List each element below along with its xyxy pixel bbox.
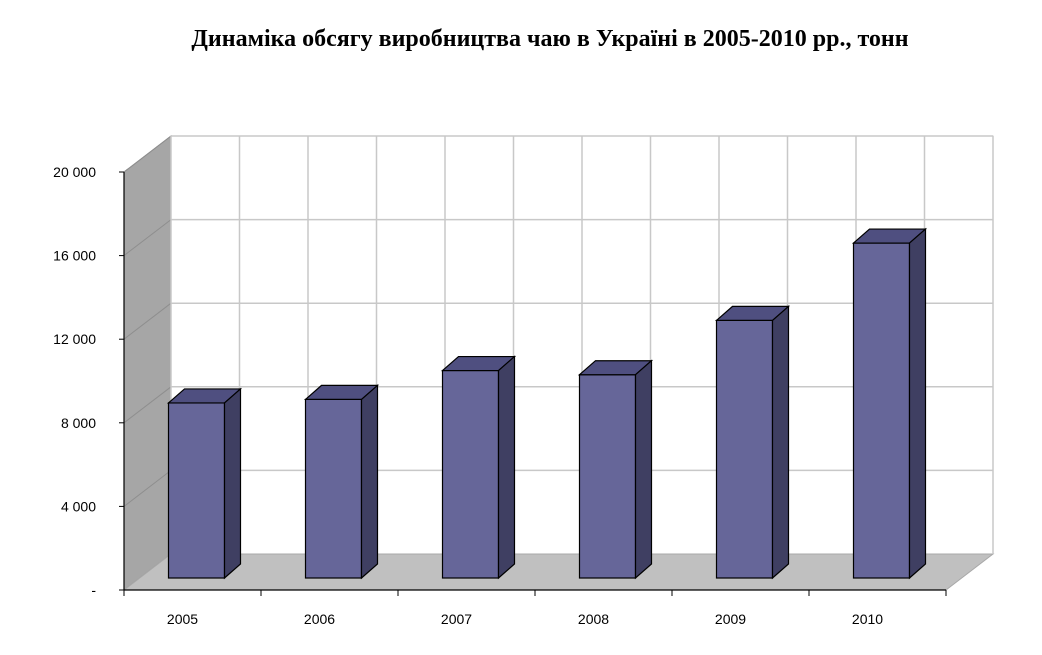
- bar-side: [634, 359, 653, 580]
- bar-2006: [303, 384, 380, 580]
- chart-bars: [166, 227, 928, 580]
- gridline-side: [123, 470, 172, 507]
- bar-front: [852, 242, 911, 579]
- y-tick-label: -: [91, 582, 96, 598]
- bar-front: [715, 319, 774, 579]
- x-tick-label: 2006: [304, 611, 335, 627]
- chart-tick-labels: - 4 000 8 000 12 000 16 000 20 000 2005 2006 200…: [53, 164, 883, 627]
- x-tick-label: 2009: [715, 611, 746, 627]
- bar-2007: [440, 355, 517, 580]
- side-wall: [123, 134, 172, 592]
- bar-side: [360, 384, 379, 580]
- y-tick-label: 12 000: [53, 331, 96, 347]
- gridline-side: [123, 219, 172, 256]
- bar-2009: [714, 305, 791, 580]
- chart-axes: [119, 171, 947, 596]
- bar-front: [441, 369, 500, 579]
- x-tick-label: 2007: [441, 611, 472, 627]
- gridline-side: [123, 135, 172, 173]
- bar-2010: [851, 227, 928, 580]
- y-tick-label: 16 000: [53, 248, 96, 264]
- bar-front: [578, 374, 637, 579]
- bar-2005: [166, 387, 243, 580]
- bar-side: [771, 305, 790, 580]
- bar-side: [908, 227, 927, 580]
- y-tick-label: 4 000: [61, 498, 96, 514]
- x-tick-label: 2005: [167, 611, 198, 627]
- chart-title: Динаміка обсягу виробництва чаю в Україн…: [191, 26, 909, 52]
- bar-side: [223, 387, 242, 580]
- bar-front: [167, 402, 226, 579]
- bar-front: [304, 398, 363, 579]
- bar-side: [497, 355, 516, 580]
- y-tick-label: 8 000: [61, 415, 96, 431]
- gridline-side: [123, 386, 172, 424]
- x-tick-label: 2010: [852, 611, 883, 627]
- x-tick-label: 2008: [578, 611, 609, 627]
- bar-2008: [577, 359, 654, 580]
- y-tick-label: 20 000: [53, 164, 96, 180]
- gridline-side: [123, 302, 172, 340]
